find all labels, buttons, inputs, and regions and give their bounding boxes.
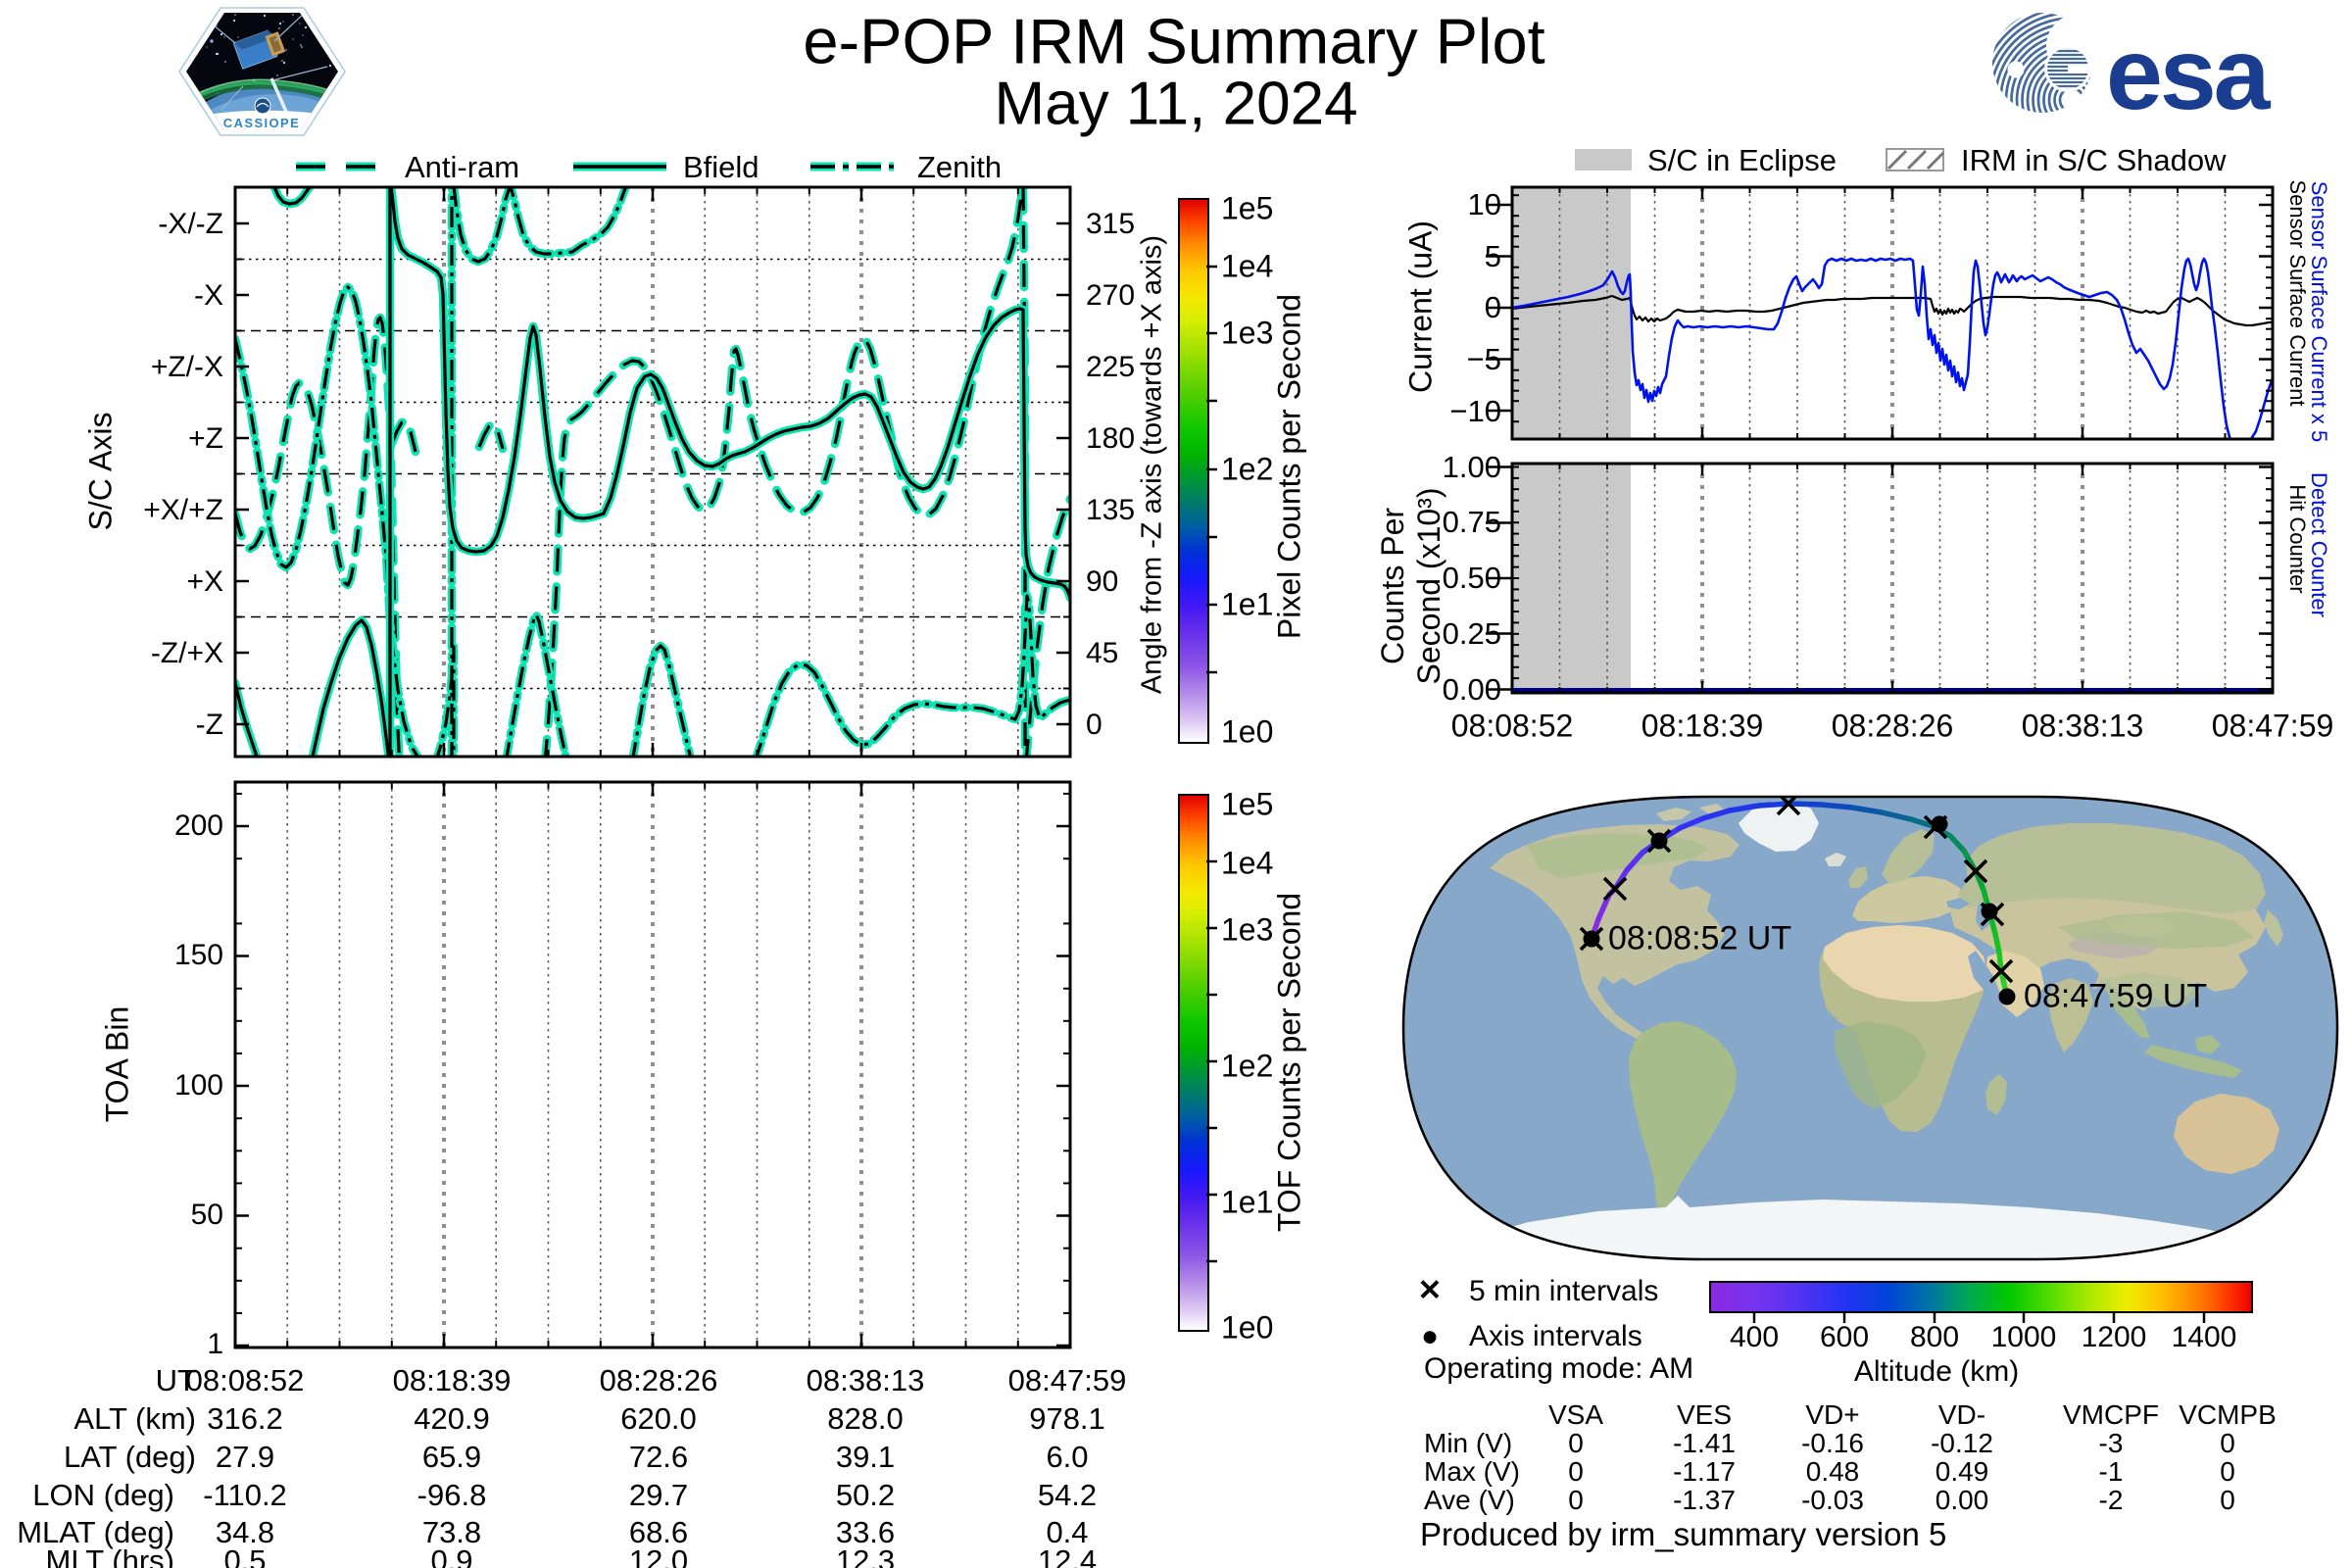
svg-text:CASSIOPE: CASSIOPE — [223, 116, 300, 130]
svg-text:esa: esa — [2106, 18, 2272, 131]
